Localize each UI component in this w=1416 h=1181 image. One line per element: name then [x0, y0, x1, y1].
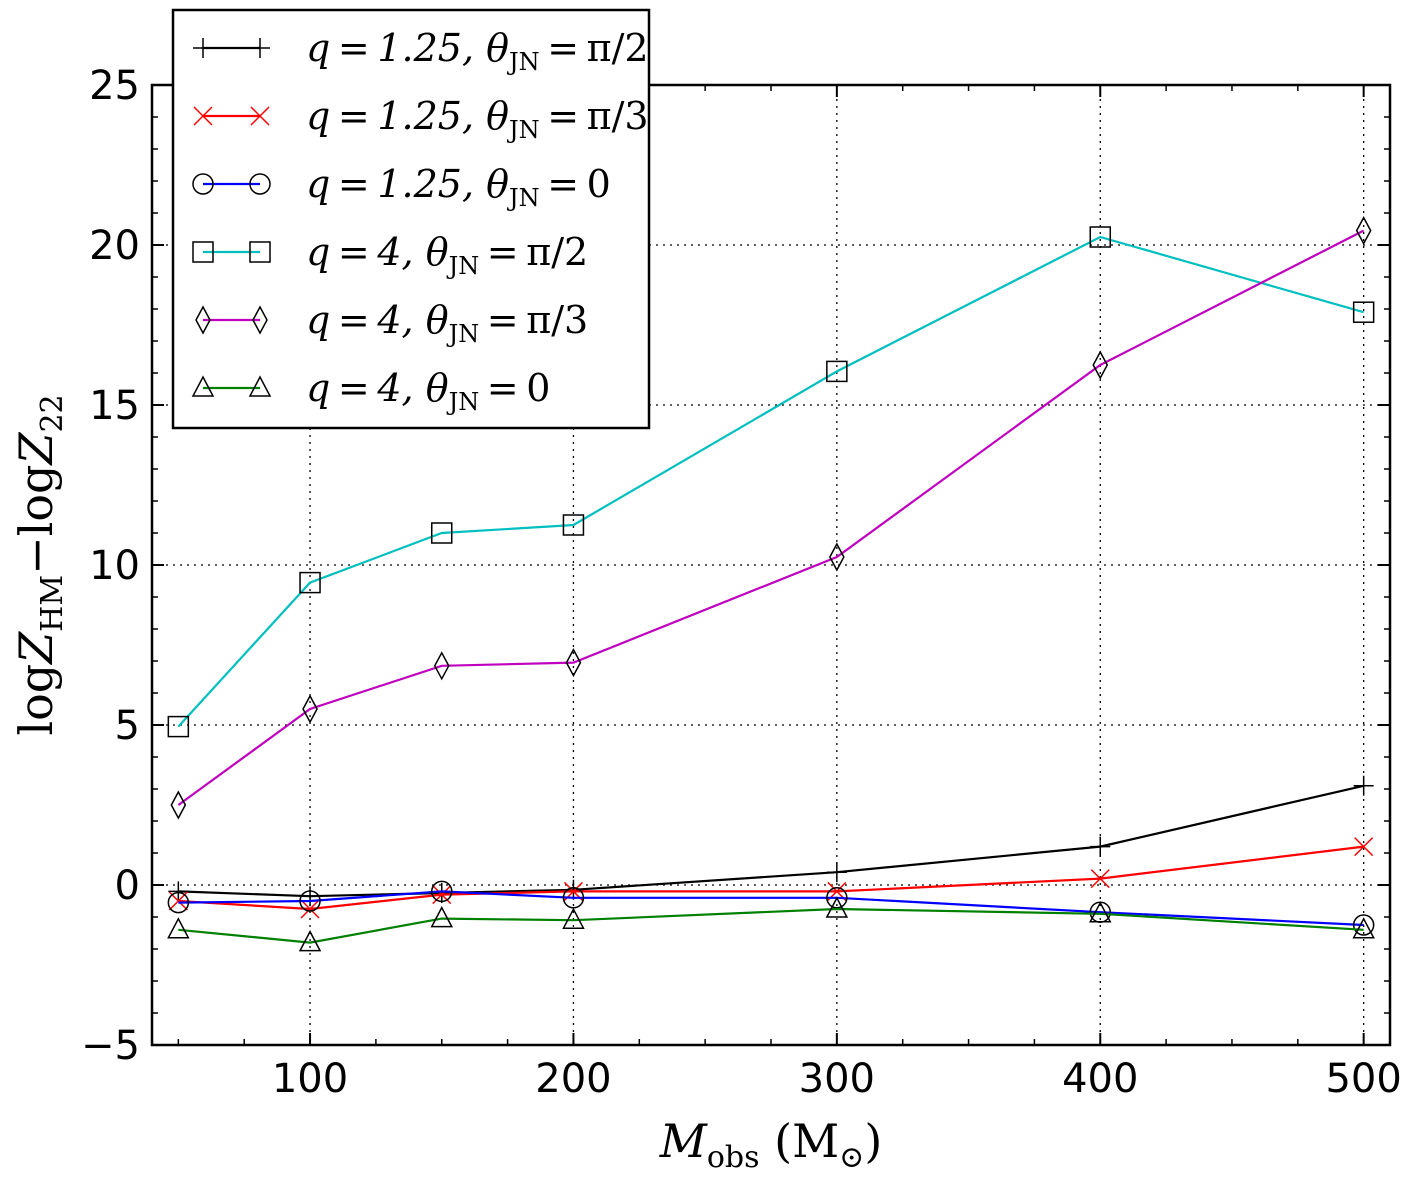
- diamond-marker: [1355, 216, 1372, 246]
- diamond-marker: [170, 790, 187, 820]
- series-line: [177, 229, 1365, 806]
- x-marker: [300, 899, 320, 919]
- plus-marker: [1353, 775, 1374, 796]
- x-marker: [1090, 869, 1110, 889]
- series-square: [167, 226, 1375, 738]
- x-marker: [250, 106, 270, 126]
- triangle-marker: [191, 375, 215, 397]
- legend-label: q = 4, θJN = π/2: [306, 230, 588, 280]
- square-marker: [1089, 226, 1112, 248]
- plus-marker: [193, 38, 213, 58]
- legend-entry: q = 1.25, θJN = π/2: [193, 26, 649, 76]
- circle-marker: [249, 173, 271, 195]
- axis-ticks: 100 200 300 400 500 −5 0 5 10 15 20 25: [81, 63, 1402, 1102]
- y-tick-label: −5: [81, 1023, 140, 1069]
- square-marker: [562, 514, 585, 536]
- diamond-marker: [565, 648, 582, 678]
- diamond-marker: [302, 694, 318, 724]
- x-tick-label: 500: [1325, 1056, 1401, 1102]
- square-marker: [299, 571, 321, 594]
- triangle-marker: [825, 896, 849, 918]
- circle-marker: [1352, 914, 1375, 936]
- legend-label: q = 4, θJN = 0: [306, 366, 550, 416]
- legend-box: [171, 8, 651, 430]
- circle-marker: [167, 891, 190, 914]
- square-marker: [430, 522, 453, 544]
- triangle-marker: [1089, 901, 1112, 923]
- triangle-marker: [562, 907, 585, 929]
- triangle-marker: [167, 917, 190, 939]
- square-marker: [826, 360, 848, 383]
- circle-marker: [826, 887, 848, 909]
- diamond-marker: [828, 542, 845, 572]
- x-tick-label: 100: [272, 1056, 348, 1102]
- plus-marker: [250, 38, 270, 58]
- y-tick-label: 20: [89, 223, 140, 269]
- square-marker: [1352, 301, 1375, 323]
- y-tick-label: 0: [115, 863, 140, 909]
- plus-marker: [168, 881, 189, 902]
- legend-entry: q = 4, θJN = π/3: [195, 298, 588, 348]
- legend-label: q = 1.25, θJN = π/3: [306, 94, 649, 144]
- legend-label: q = 4, θJN = π/3: [306, 298, 588, 348]
- triangle-marker: [298, 929, 322, 952]
- x-axis-label: Mobs (M⊙): [659, 1114, 883, 1175]
- plus-marker: [826, 862, 847, 883]
- series-triangle: [167, 896, 1375, 952]
- circle-marker: [192, 173, 214, 195]
- circle-marker: [299, 890, 321, 912]
- series-diamond: [170, 216, 1372, 820]
- plus-marker: [300, 886, 321, 907]
- x-marker: [1354, 837, 1374, 857]
- y-tick-label: 10: [89, 543, 140, 589]
- diamond-marker: [252, 305, 268, 335]
- y-tick-label: 25: [89, 63, 140, 109]
- triangle-marker: [1352, 917, 1375, 939]
- x-marker: [432, 885, 452, 905]
- legend: q = 1.25, θJN = π/2 q = 1.25, θJN = π/3 q …: [171, 8, 651, 430]
- legend-entry: q = 4, θJN = 0: [191, 366, 550, 416]
- plus-marker: [1090, 836, 1111, 857]
- y-axis-label: logZHM−logZ22: [9, 394, 70, 735]
- legend-label: q = 1.25, θJN = 0: [306, 162, 611, 212]
- series-x: [168, 837, 1374, 919]
- series-line: [178, 907, 1364, 944]
- diamond-marker: [1092, 350, 1109, 380]
- square-marker: [249, 241, 271, 263]
- x-tick-label: 400: [1062, 1056, 1138, 1102]
- plus-marker: [431, 883, 452, 903]
- triangle-marker: [430, 905, 453, 928]
- legend-entry: q = 4, θJN = π/2: [192, 230, 588, 280]
- y-tick-label: 15: [89, 383, 140, 429]
- x-tick-label: 200: [535, 1056, 611, 1102]
- x-marker: [193, 106, 213, 126]
- triangle-marker: [248, 375, 272, 397]
- diamond-marker: [433, 651, 450, 681]
- series-line: [178, 890, 1364, 927]
- legend-label: q = 1.25, θJN = π/2: [306, 26, 649, 76]
- circle-marker: [430, 880, 453, 903]
- legend-entry: q = 1.25, θJN = 0: [192, 162, 611, 212]
- series-line: [177, 235, 1364, 728]
- y-tick-label: 5: [115, 703, 140, 749]
- square-marker: [192, 241, 214, 263]
- square-marker: [167, 715, 190, 738]
- x-tick-label: 300: [799, 1056, 875, 1102]
- data-series: [167, 216, 1375, 952]
- diamond-marker: [195, 305, 211, 335]
- legend-entry: q = 1.25, θJN = π/3: [193, 94, 649, 144]
